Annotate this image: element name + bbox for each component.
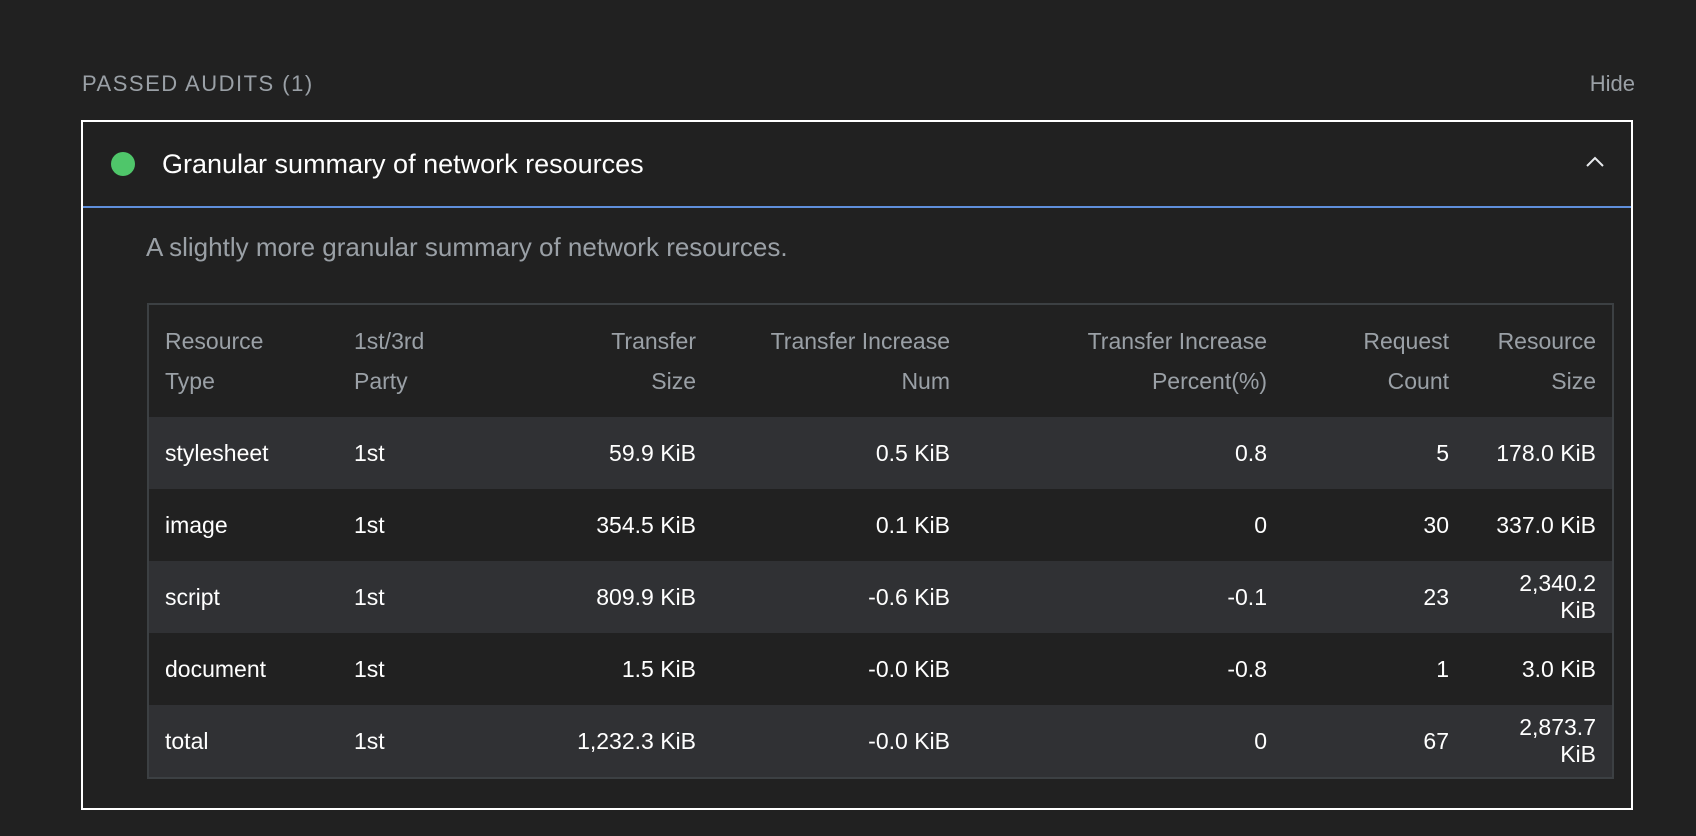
cell-transfer-increase-num: -0.6 KiB: [868, 583, 950, 610]
cell-transfer-size: 809.9 KiB: [596, 583, 696, 610]
cell-party: 1st: [354, 727, 385, 754]
cell-resource-size: 2,340.2 KiB: [1519, 570, 1596, 623]
cell-resource-type: image: [165, 511, 228, 538]
resource-table: Resource Type 1st/3rd Party Transfer Siz…: [147, 303, 1614, 779]
cell-party: 1st: [354, 583, 385, 610]
table-row: total 1st 1,232.3 KiB -0.0 KiB 0 67 2,87…: [149, 705, 1612, 777]
cell-request-count: 30: [1423, 511, 1449, 538]
audit-summary-toggle[interactable]: Granular summary of network resources: [83, 122, 1631, 208]
table-row: document 1st 1.5 KiB -0.0 KiB -0.8 1 3.0…: [149, 633, 1612, 705]
table-row: script 1st 809.9 KiB -0.6 KiB -0.1 23 2,…: [149, 561, 1612, 633]
cell-resource-type: total: [165, 727, 209, 754]
cell-transfer-size: 1,232.3 KiB: [577, 727, 696, 754]
cell-transfer-increase-percent: 0: [1254, 727, 1267, 754]
cell-transfer-increase-num: -0.0 KiB: [868, 727, 950, 754]
cell-resource-type: stylesheet: [165, 439, 269, 466]
audit-title: Granular summary of network resources: [162, 148, 644, 179]
cell-transfer-increase-percent: -0.1: [1227, 583, 1267, 610]
cell-transfer-increase-percent: 0.8: [1235, 439, 1267, 466]
column-header-transfer-increase-num: Transfer Increase Num: [770, 328, 950, 394]
cell-transfer-increase-num: -0.0 KiB: [868, 655, 950, 682]
hide-button[interactable]: Hide: [1589, 71, 1635, 96]
cell-request-count: 67: [1423, 727, 1449, 754]
column-header-transfer-increase-percent: Transfer Increase Percent(%): [1087, 328, 1267, 394]
cell-transfer-size: 354.5 KiB: [596, 511, 696, 538]
column-header-resource-type: Resource Type: [165, 328, 264, 394]
section-title: PASSED AUDITS (1): [82, 71, 314, 96]
audit-panel: Granular summary of network resources A …: [81, 120, 1633, 810]
pass-status-icon: [111, 152, 135, 176]
cell-request-count: 23: [1423, 583, 1449, 610]
audit-description: A slightly more granular summary of netw…: [146, 232, 788, 262]
column-header-resource-size: Resource Size: [1497, 328, 1596, 394]
cell-transfer-increase-percent: 0: [1254, 511, 1267, 538]
cell-request-count: 1: [1436, 655, 1449, 682]
passed-audits-header: PASSED AUDITS (1) Hide: [82, 66, 1635, 102]
cell-party: 1st: [354, 655, 385, 682]
cell-resource-size: 337.0 KiB: [1496, 511, 1596, 538]
cell-party: 1st: [354, 511, 385, 538]
chevron-up-icon[interactable]: [1585, 152, 1605, 172]
cell-resource-type: script: [165, 583, 220, 610]
cell-transfer-increase-percent: -0.8: [1227, 655, 1267, 682]
cell-transfer-size: 59.9 KiB: [609, 439, 696, 466]
column-header-party: 1st/3rd Party: [354, 328, 425, 394]
table-row: stylesheet 1st 59.9 KiB 0.5 KiB 0.8 5 17…: [149, 417, 1612, 489]
cell-resource-size: 3.0 KiB: [1521, 655, 1596, 682]
cell-resource-size: 2,873.7 KiB: [1519, 714, 1596, 767]
cell-resource-size: 178.0 KiB: [1496, 439, 1596, 466]
cell-transfer-size: 1.5 KiB: [621, 655, 696, 682]
table-row: image 1st 354.5 KiB 0.1 KiB 0 30 337.0 K…: [149, 489, 1612, 561]
cell-request-count: 5: [1436, 439, 1449, 466]
cell-transfer-increase-num: 0.1 KiB: [875, 511, 950, 538]
cell-party: 1st: [354, 439, 385, 466]
column-header-request-count: Request Count: [1363, 328, 1449, 394]
table-header-row: Resource Type 1st/3rd Party Transfer Siz…: [149, 305, 1612, 417]
cell-resource-type: document: [165, 655, 267, 682]
column-header-transfer-size: Transfer Size: [611, 328, 696, 394]
cell-transfer-increase-num: 0.5 KiB: [875, 439, 950, 466]
